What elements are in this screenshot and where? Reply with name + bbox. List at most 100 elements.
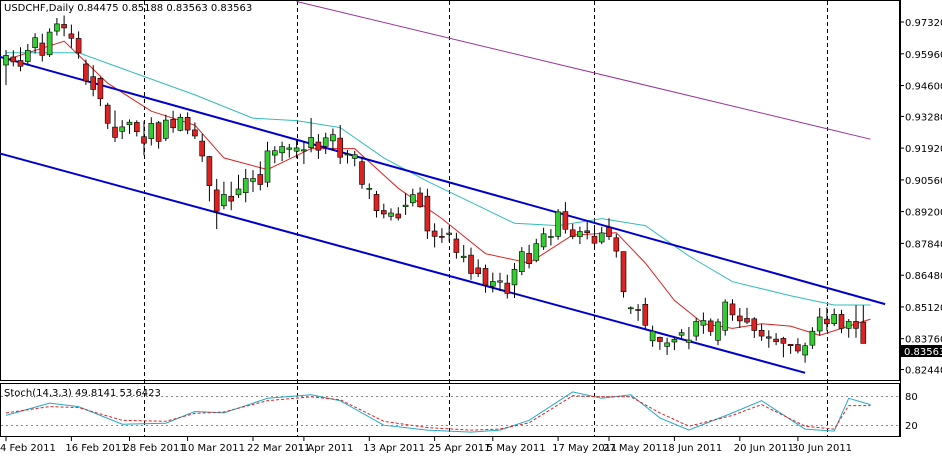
candle-body: [598, 232, 605, 243]
candle-body: [591, 235, 598, 244]
candle-64: [460, 245, 467, 263]
candle-79: [569, 223, 576, 240]
candle-body: [119, 126, 125, 132]
candle-8: [54, 18, 60, 36]
candle-body: [453, 238, 460, 253]
candle-body: [824, 318, 830, 325]
candle-body: [555, 211, 561, 237]
candle-36: [257, 161, 264, 191]
candle-24: [170, 110, 176, 133]
candle-49: [351, 150, 358, 167]
current-price-marker: [901, 345, 942, 357]
candle-body: [24, 49, 31, 62]
candle-body: [497, 280, 503, 283]
candle-body: [301, 149, 307, 152]
candle-33: [235, 174, 242, 198]
candle-1: [3, 50, 9, 86]
candle-body: [3, 55, 9, 66]
candle-body: [577, 231, 583, 237]
candle-73: [526, 244, 532, 269]
candle-body: [250, 178, 256, 182]
candle-88: [635, 304, 641, 321]
candle-93: [671, 336, 678, 351]
candle-body: [831, 314, 838, 324]
candle-32: [228, 181, 234, 211]
candle-body: [409, 194, 416, 204]
candle-40: [286, 143, 293, 158]
candle-76: [548, 229, 554, 246]
candle-body: [351, 154, 358, 159]
candle-body: [104, 104, 111, 124]
candle-27: [192, 122, 198, 139]
candle-31: [221, 181, 227, 210]
candle-14: [97, 76, 104, 107]
candle-body: [279, 146, 285, 154]
candle-body: [773, 338, 779, 343]
candle-35: [250, 170, 256, 192]
candle-41: [293, 140, 300, 159]
candle-body: [184, 117, 191, 131]
date-tick-label-2: 16 Feb 2011: [65, 443, 127, 454]
candle-114: [824, 307, 830, 331]
candle-117: [845, 319, 852, 338]
candle-113: [816, 308, 823, 336]
candle-57: [409, 188, 416, 207]
candle-25: [177, 113, 184, 132]
candle-58: [417, 187, 423, 208]
candle-body: [155, 122, 162, 142]
candle-20: [141, 121, 147, 156]
candle-69: [497, 272, 503, 291]
date-tick-label-5: 22 Mar 2011: [247, 443, 310, 454]
candle-body: [686, 339, 692, 343]
date-tick-label-1: 4 Feb 2011: [0, 443, 56, 454]
candle-63: [453, 232, 460, 259]
candle-body: [446, 232, 453, 235]
candle-body: [526, 253, 532, 264]
candle-28: [199, 133, 205, 162]
candle-44: [315, 134, 322, 159]
candle-103: [744, 307, 750, 324]
candle-10: [68, 24, 75, 48]
candle-body: [380, 210, 387, 215]
candle-78: [562, 202, 569, 234]
candle-body: [271, 150, 278, 156]
period-separators: [144, 1, 828, 436]
candle-body: [518, 251, 525, 273]
candle-body: [765, 336, 772, 339]
candle-body: [293, 147, 300, 152]
candle-body: [192, 129, 198, 137]
candle-92: [664, 337, 670, 355]
candle-12: [83, 59, 89, 85]
candle-89: [642, 297, 649, 329]
candle-116: [838, 309, 845, 334]
candle-118: [853, 305, 859, 338]
candle-body: [17, 60, 24, 67]
candle-body: [75, 38, 82, 54]
candle-26: [184, 112, 191, 135]
stochastic-level-label-1: 80: [905, 392, 918, 403]
candle-body: [264, 150, 271, 183]
candle-85: [613, 233, 620, 258]
candle-body: [308, 137, 314, 148]
candle-91: [657, 336, 663, 350]
candle-18: [126, 119, 133, 134]
candlesticks: [3, 15, 867, 363]
candle-body: [620, 251, 627, 293]
candle-19: [134, 120, 140, 137]
candle-34: [242, 168, 249, 203]
candle-15: [104, 102, 111, 129]
candle-body: [402, 204, 409, 208]
candle-body: [642, 303, 649, 326]
candle-body: [322, 137, 329, 147]
channel-upper-line: [0, 55, 886, 306]
candle-body: [431, 230, 438, 237]
candle-body: [344, 153, 351, 156]
date-tick-label-11: 27 May 2011: [603, 443, 668, 454]
candle-29: [206, 155, 213, 202]
candle-body: [548, 236, 554, 238]
candle-body: [489, 281, 496, 287]
